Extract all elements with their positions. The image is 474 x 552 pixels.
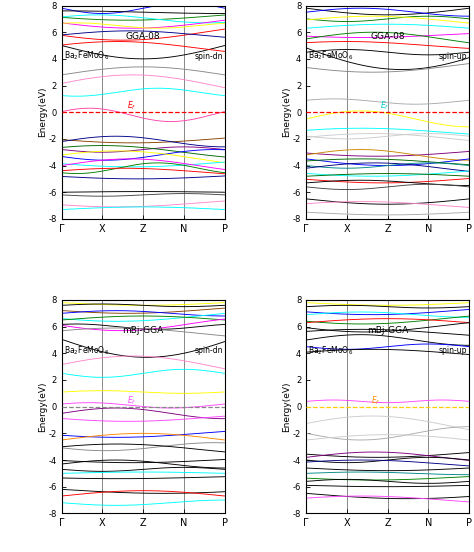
Text: GGA-08: GGA-08 xyxy=(370,32,405,41)
Y-axis label: Energy(eV): Energy(eV) xyxy=(283,87,292,137)
Text: GGA-08: GGA-08 xyxy=(126,32,161,41)
Text: $E_f$: $E_f$ xyxy=(372,394,381,407)
Text: Ba$_2$FeMoO$_6$: Ba$_2$FeMoO$_6$ xyxy=(64,344,109,357)
Text: $E_f$: $E_f$ xyxy=(127,100,136,113)
Text: Ba$_2$FeMoO$_6$: Ba$_2$FeMoO$_6$ xyxy=(308,344,354,357)
Text: spin-up: spin-up xyxy=(439,52,467,61)
Text: spin-dn: spin-dn xyxy=(194,52,223,61)
Y-axis label: Energy(eV): Energy(eV) xyxy=(38,87,47,137)
Y-axis label: Energy(eV): Energy(eV) xyxy=(38,381,47,432)
Text: spin-dn: spin-dn xyxy=(194,346,223,355)
Text: mBj-GGA: mBj-GGA xyxy=(122,326,164,335)
Y-axis label: Energy(eV): Energy(eV) xyxy=(283,381,292,432)
Text: spin-up: spin-up xyxy=(439,346,467,355)
Text: Ba$_2$FeMoO$_6$: Ba$_2$FeMoO$_6$ xyxy=(64,50,109,62)
Text: mBj-GGA: mBj-GGA xyxy=(367,326,409,335)
Text: Ba$_2$FeMoO$_6$: Ba$_2$FeMoO$_6$ xyxy=(308,50,354,62)
Text: $E_f$: $E_f$ xyxy=(380,99,389,112)
Text: $E_f$: $E_f$ xyxy=(127,394,136,407)
